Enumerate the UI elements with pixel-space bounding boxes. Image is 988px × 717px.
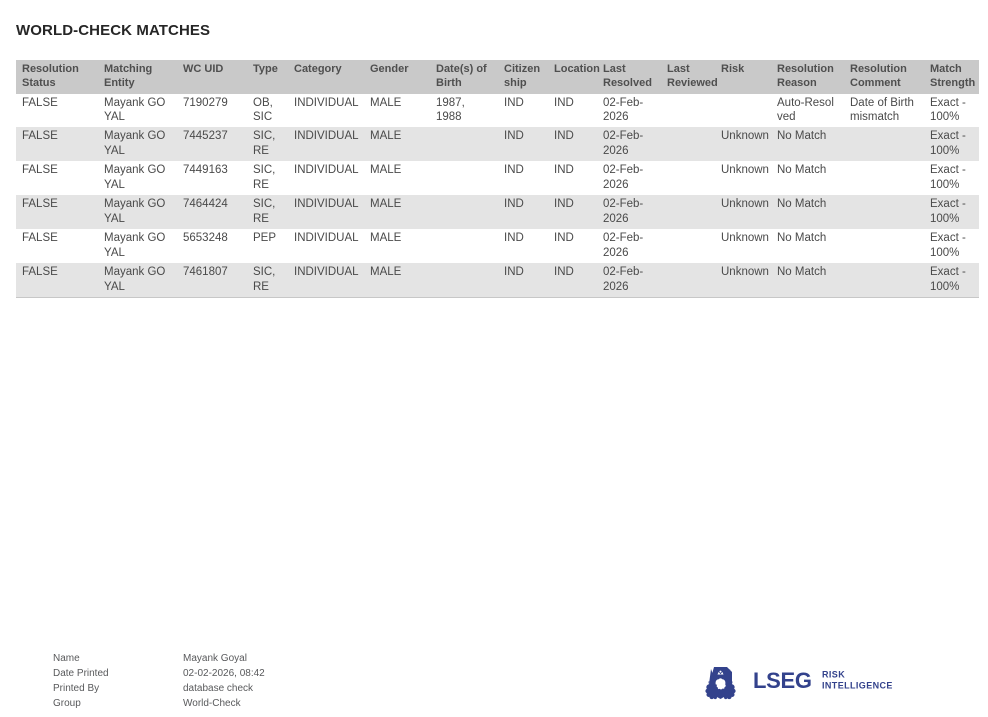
svg-text:LSEG: LSEG [753,668,812,693]
svg-text:INTELLIGENCE: INTELLIGENCE [822,681,893,691]
svg-text:RISK: RISK [822,670,845,680]
